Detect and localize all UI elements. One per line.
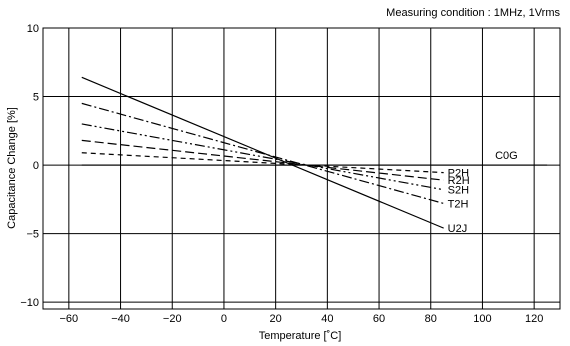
series-label-u2j: U2J bbox=[448, 223, 468, 235]
x-tick-label: 60 bbox=[373, 313, 385, 325]
plot-frame bbox=[42, 27, 561, 310]
x-axis-label: Temperature [˚C] bbox=[259, 330, 342, 342]
series-group bbox=[81, 76, 548, 229]
y-axis-label: Capacitance Change [%] bbox=[6, 107, 18, 229]
y-tick-label: 10 bbox=[27, 23, 39, 35]
x-tick-label: −60 bbox=[60, 313, 79, 325]
series-line-p2h bbox=[81, 152, 444, 174]
y-tick-label: 0 bbox=[33, 160, 39, 172]
x-tick-label: 40 bbox=[321, 313, 333, 325]
x-tick-label: 120 bbox=[525, 313, 543, 325]
y-tick-label: −5 bbox=[26, 229, 39, 241]
y-tick-label: 5 bbox=[33, 92, 39, 104]
series-label-p2h: P2H bbox=[448, 168, 469, 180]
x-tick-label: 100 bbox=[473, 313, 491, 325]
x-tick-labels: −60 −40 −20 0 20 40 60 80 100 120 bbox=[60, 313, 544, 325]
series-label-c0g: C0G bbox=[495, 150, 518, 162]
chart-title: Measuring condition : 1MHz, 1Vrms bbox=[386, 7, 560, 19]
y-tick-label: −10 bbox=[20, 297, 39, 309]
series-line-t2h bbox=[81, 102, 444, 205]
series-line-s2h bbox=[81, 123, 444, 191]
y-tick-labels: 10 5 0 −5 −10 bbox=[20, 23, 39, 309]
x-tick-label: −20 bbox=[163, 313, 182, 325]
x-tick-label: 80 bbox=[425, 313, 437, 325]
series-label-t2h: T2H bbox=[448, 198, 469, 210]
series-line-r2h bbox=[81, 139, 444, 181]
x-tick-label: 0 bbox=[221, 313, 227, 325]
x-tick-label: −40 bbox=[111, 313, 130, 325]
series-label-r2h: R2H bbox=[448, 175, 470, 187]
x-tick-label: 20 bbox=[270, 313, 282, 325]
series-line-u2j bbox=[81, 76, 444, 229]
series-label-s2h: S2H bbox=[448, 185, 469, 197]
